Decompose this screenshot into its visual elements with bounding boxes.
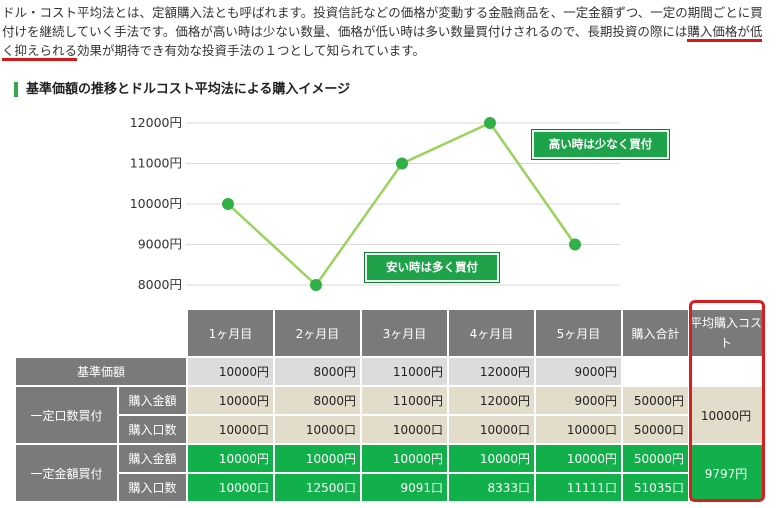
amt-average-cost: 9797円 [690, 445, 762, 501]
header-month-3: 3ヶ月目 [362, 310, 447, 356]
row-group-fixed-amount: 一定金額買付 [16, 445, 117, 501]
header-average-cost: 平均購入コスト [690, 310, 762, 356]
base-value-4: 12000円 [449, 358, 534, 385]
qty-amount-total: 50000円 [623, 387, 688, 414]
amt-amount-1: 10000円 [188, 445, 273, 472]
intro-text-1: ドル・コスト平均法とは、定額購入法とも呼ばれます。投資信託などの価格が変動する金… [2, 5, 763, 39]
data-point-2 [310, 279, 322, 291]
amt-units-total: 51035口 [623, 474, 688, 501]
intro-paragraph: ドル・コスト平均法とは、定額購入法とも呼ばれます。投資信託などの価格が変動する金… [2, 3, 772, 61]
qty-amount-2: 8000円 [275, 387, 360, 414]
header-month-1: 1ヶ月目 [188, 310, 273, 356]
qty-amount-5: 9000円 [536, 387, 621, 414]
callout-high: 高い時は少なく買付 [531, 129, 670, 160]
qty-units-1: 10000口 [188, 416, 273, 443]
qty-units-2: 10000口 [275, 416, 360, 443]
amt-amount-5: 10000円 [536, 445, 621, 472]
intro-highlight: 購入価格が低く抑えられる [2, 24, 763, 61]
y-tick-label: 10000円 [130, 196, 182, 211]
section-title: 基準価額の推移とドルコスト平均法による購入イメージ [14, 80, 350, 100]
purchase-table: 1ヶ月目 2ヶ月目 3ヶ月目 4ヶ月目 5ヶ月目 購入合計 平均購入コスト 基準… [14, 308, 764, 503]
y-tick-label: 12000円 [130, 115, 182, 130]
base-value-1: 10000円 [188, 358, 273, 385]
row-label-units-2: 購入口数 [119, 474, 186, 501]
qty-amount-1: 10000円 [188, 387, 273, 414]
data-point-5 [569, 238, 581, 251]
table-corner [16, 310, 186, 356]
amt-amount-2: 10000円 [275, 445, 360, 472]
base-value-2: 8000円 [275, 358, 360, 385]
y-tick-label: 8000円 [138, 277, 182, 292]
section-title-text: 基準価額の推移とドルコスト平均法による購入イメージ [26, 82, 351, 97]
amt-amount-3: 10000円 [362, 445, 447, 472]
header-month-2: 2ヶ月目 [275, 310, 360, 356]
qty-amount-4: 12000円 [449, 387, 534, 414]
amt-units-3: 9091口 [362, 474, 447, 501]
title-accent-bar [14, 82, 18, 97]
data-point-1 [222, 198, 234, 210]
amt-units-2: 12500口 [275, 474, 360, 501]
row-label-base-price: 基準価額 [16, 358, 186, 385]
base-avg-empty [690, 358, 762, 385]
qty-units-5: 10000口 [536, 416, 621, 443]
qty-units-3: 10000口 [362, 416, 447, 443]
qty-units-4: 10000口 [449, 416, 534, 443]
header-total: 購入合計 [623, 310, 688, 356]
row-label-amount: 購入金額 [119, 387, 186, 414]
amt-amount-4: 10000円 [449, 445, 534, 472]
base-value-5: 9000円 [536, 358, 621, 385]
amt-units-5: 11111口 [536, 474, 621, 501]
row-label-amount-2: 購入金額 [119, 445, 186, 472]
header-month-5: 5ヶ月目 [536, 310, 621, 356]
qty-units-total: 50000口 [623, 416, 688, 443]
amt-amount-total: 50000円 [623, 445, 688, 472]
y-tick-label: 11000円 [130, 156, 182, 171]
intro-text-2: 効果が期待でき有効な投資手法の１つとして知られています。 [77, 43, 426, 58]
price-line-chart: 12000円 11000円 10000円 9000円 8000円 [130, 115, 620, 292]
row-label-units: 購入口数 [119, 416, 186, 443]
callout-low: 安い時は多く買付 [364, 252, 500, 283]
data-point-4 [484, 117, 496, 129]
base-total-empty [623, 358, 688, 385]
qty-amount-3: 11000円 [362, 387, 447, 414]
qty-average-cost: 10000円 [690, 387, 762, 443]
data-point-3 [396, 157, 408, 170]
y-tick-label: 9000円 [138, 237, 182, 252]
amt-units-1: 10000口 [188, 474, 273, 501]
amt-units-4: 8333口 [449, 474, 534, 501]
average-cost-highlight-box [689, 300, 765, 502]
row-group-fixed-qty: 一定口数買付 [16, 387, 117, 443]
base-value-3: 11000円 [362, 358, 447, 385]
header-month-4: 4ヶ月目 [449, 310, 534, 356]
